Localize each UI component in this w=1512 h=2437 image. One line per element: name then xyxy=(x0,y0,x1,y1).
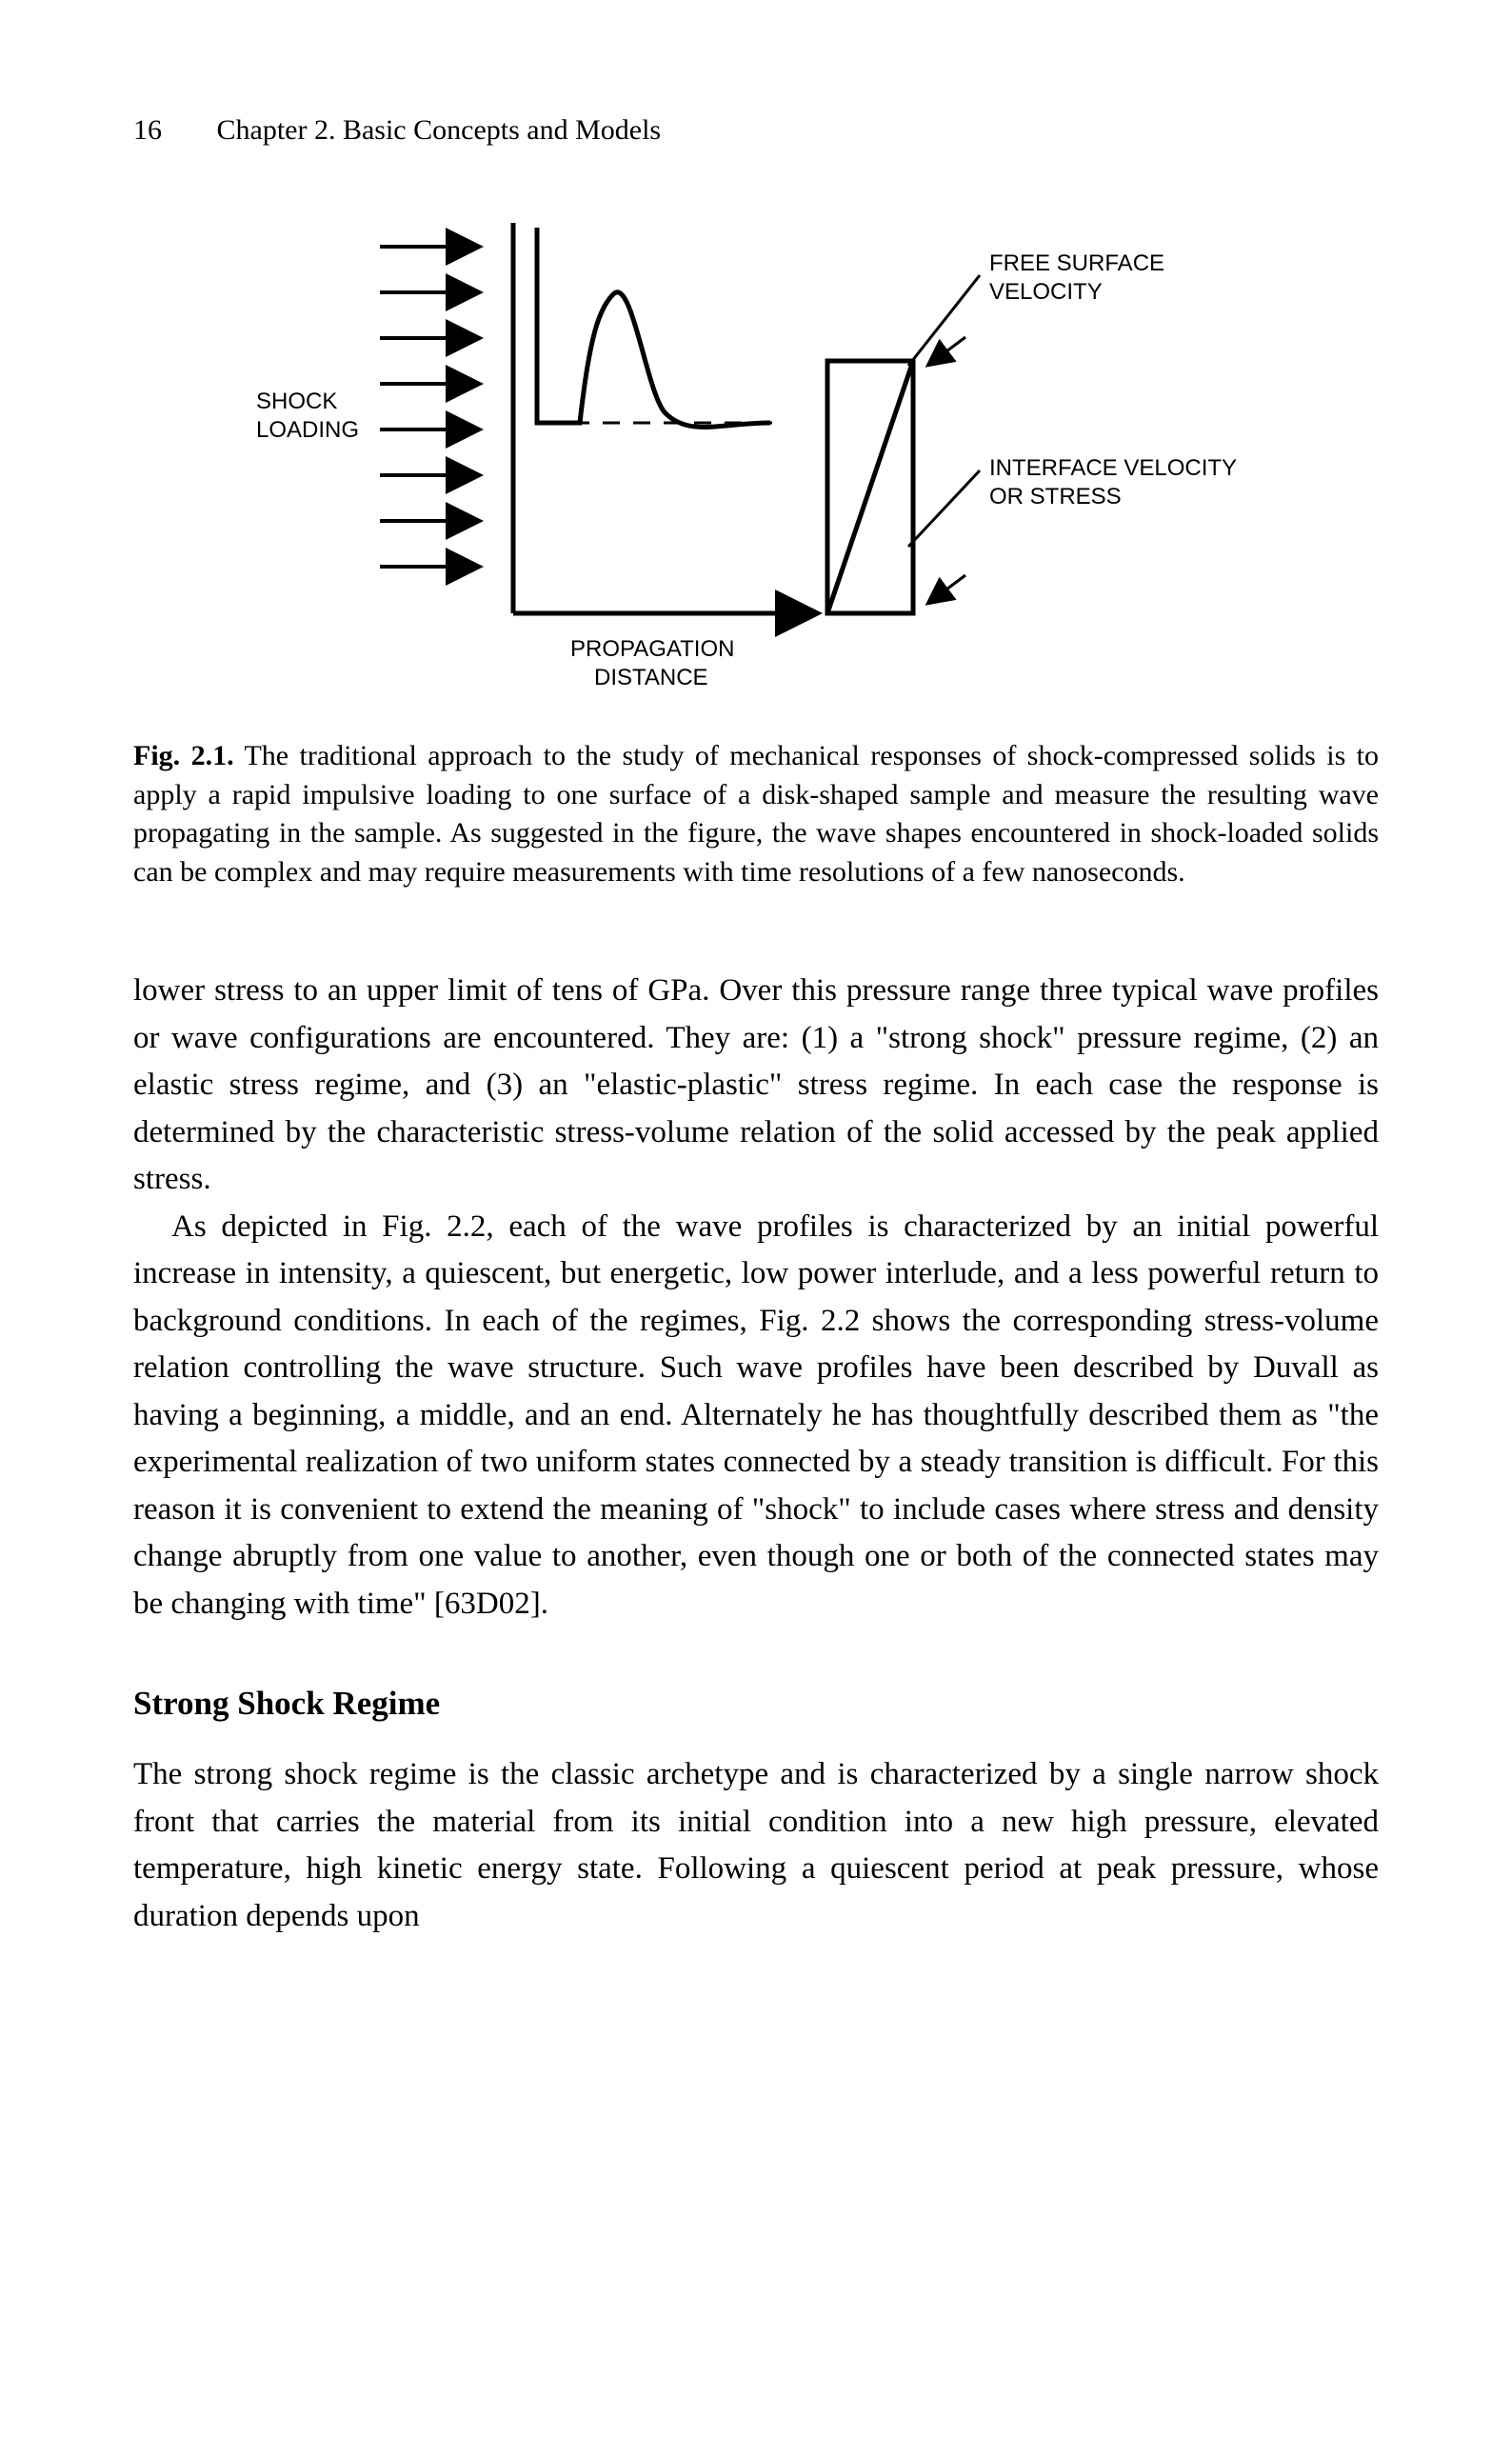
page-number: 16 xyxy=(133,114,162,147)
caption-label: Fig. 2.1. xyxy=(133,740,234,771)
running-head: 16 Chapter 2. Basic Concepts and Models xyxy=(133,114,1379,147)
figure-caption: Fig. 2.1. The traditional approach to th… xyxy=(133,737,1379,891)
svg-text:OR STRESS: OR STRESS xyxy=(989,484,1122,509)
figure-diagram: SHOCK LOADING FREE SURFACE VELOCITY INTERFAC… xyxy=(256,194,1256,709)
svg-text:SHOCK: SHOCK xyxy=(256,389,337,414)
caption-text: The traditional approach to the study of… xyxy=(133,740,1379,888)
svg-text:INTERFACE VELOCITY: INTERFACE VELOCITY xyxy=(989,455,1237,481)
page: 16 Chapter 2. Basic Concepts and Models … xyxy=(0,0,1512,2073)
figure-2-1: SHOCK LOADING FREE SURFACE VELOCITY INTERFAC… xyxy=(133,194,1379,709)
body-paragraph-1: lower stress to an upper limit of tens o… xyxy=(133,968,1379,1204)
svg-text:LOADING: LOADING xyxy=(256,417,359,443)
svg-text:FREE SURFACE: FREE SURFACE xyxy=(989,250,1164,276)
section-heading: Strong Shock Regime xyxy=(133,1685,1379,1723)
svg-text:VELOCITY: VELOCITY xyxy=(989,279,1103,305)
chapter-title: Chapter 2. Basic Concepts and Models xyxy=(217,114,662,146)
svg-text:PROPAGATION: PROPAGATION xyxy=(570,636,734,662)
body-paragraph-2: As depicted in Fig. 2.2, each of the wav… xyxy=(133,1204,1379,1628)
svg-text:DISTANCE: DISTANCE xyxy=(594,665,708,690)
body-paragraph-3: The strong shock regime is the classic a… xyxy=(133,1751,1379,1940)
